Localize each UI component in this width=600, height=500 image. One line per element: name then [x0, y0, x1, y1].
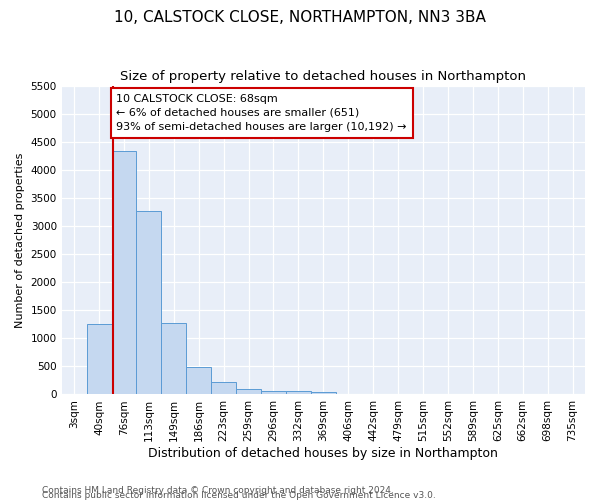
- Bar: [211, 382, 236, 394]
- Bar: [261, 390, 286, 394]
- Y-axis label: Number of detached properties: Number of detached properties: [15, 152, 25, 328]
- Text: 10, CALSTOCK CLOSE, NORTHAMPTON, NN3 3BA: 10, CALSTOCK CLOSE, NORTHAMPTON, NN3 3BA: [114, 10, 486, 25]
- Text: Contains HM Land Registry data © Crown copyright and database right 2024.: Contains HM Land Registry data © Crown c…: [42, 486, 394, 495]
- X-axis label: Distribution of detached houses by size in Northampton: Distribution of detached houses by size …: [148, 447, 498, 460]
- Bar: [161, 322, 186, 394]
- Bar: [311, 392, 336, 394]
- Bar: [136, 212, 161, 394]
- Text: 10 CALSTOCK CLOSE: 68sqm
← 6% of detached houses are smaller (651)
93% of semi-d: 10 CALSTOCK CLOSE: 68sqm ← 6% of detache…: [116, 94, 407, 132]
- Bar: [286, 392, 311, 394]
- Text: Contains public sector information licensed under the Open Government Licence v3: Contains public sector information licen…: [42, 491, 436, 500]
- Bar: [186, 367, 211, 394]
- Bar: [236, 390, 261, 394]
- Title: Size of property relative to detached houses in Northampton: Size of property relative to detached ho…: [121, 70, 526, 83]
- Bar: [112, 152, 136, 394]
- Bar: [86, 324, 112, 394]
